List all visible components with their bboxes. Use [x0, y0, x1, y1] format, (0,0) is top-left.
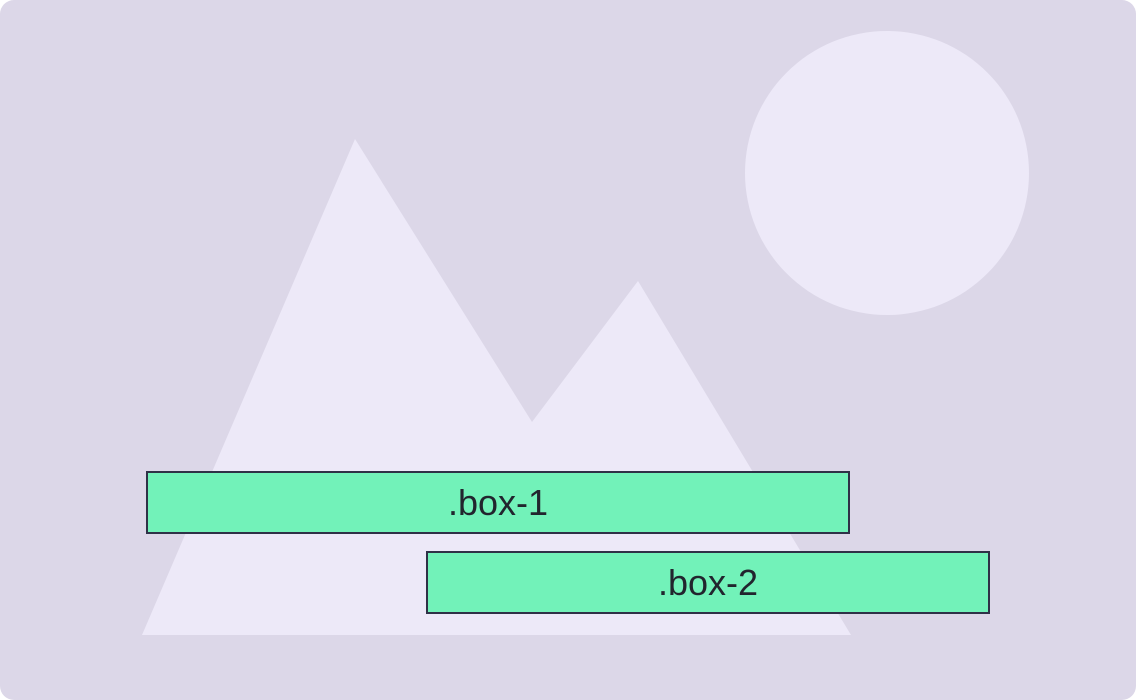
box-2: .box-2	[426, 551, 990, 614]
sun-shape	[745, 31, 1029, 315]
box-1-label: .box-1	[447, 481, 549, 523]
box-1: .box-1	[146, 471, 850, 534]
box-2-label: .box-2	[657, 561, 759, 603]
